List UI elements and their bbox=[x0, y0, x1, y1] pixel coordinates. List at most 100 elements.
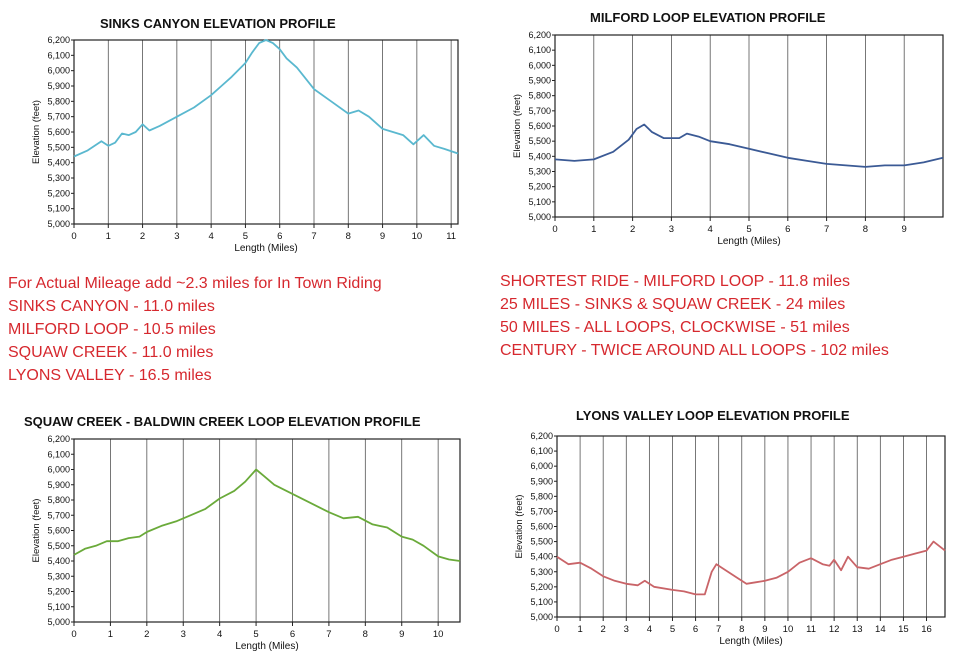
milford-y-tick-label: 5,900 bbox=[528, 76, 551, 86]
lyons-x-tick-label: 13 bbox=[852, 624, 863, 635]
sinks-x-tick-label: 10 bbox=[412, 231, 423, 242]
sinks-x-tick-label: 2 bbox=[140, 231, 145, 242]
milford-y-tick-label: 5,500 bbox=[528, 136, 551, 146]
lyons-y-axis-label: Elevation (feet) bbox=[514, 495, 525, 559]
milford-x-tick-label: 7 bbox=[824, 224, 829, 235]
sinks-x-tick-label: 11 bbox=[446, 231, 456, 242]
squaw-y-tick-label: 5,500 bbox=[47, 541, 70, 551]
squaw-plot-frame bbox=[73, 438, 461, 623]
squaw-y-tick-label: 6,200 bbox=[47, 434, 70, 444]
squaw-y-axis-label: Elevation (feet) bbox=[31, 499, 42, 563]
lyons-y-tick-label: 5,600 bbox=[530, 522, 553, 532]
sinks-y-tick-label: 5,600 bbox=[47, 127, 70, 137]
lyons-x-tick-label: 3 bbox=[624, 624, 629, 635]
note-25-miles: 25 MILES - SINKS & SQUAW CREEK - 24 mile… bbox=[500, 296, 846, 313]
sinks-x-tick-label: 3 bbox=[174, 231, 179, 242]
squaw-y-tick-label: 5,300 bbox=[47, 571, 70, 581]
lyons-x-tick-label: 2 bbox=[601, 624, 606, 635]
note-sinks-canyon: SINKS CANYON - 11.0 miles bbox=[8, 298, 215, 315]
lyons-chart-title: LYONS VALLEY LOOP ELEVATION PROFILE bbox=[576, 408, 850, 423]
lyons-y-tick-label: 5,000 bbox=[530, 612, 553, 622]
sinks-y-tick-label: 5,100 bbox=[47, 204, 70, 214]
lyons-x-tick-label: 14 bbox=[875, 624, 886, 635]
lyons-y-tick-label: 5,100 bbox=[530, 597, 553, 607]
milford-x-tick-label: 5 bbox=[746, 224, 751, 235]
milford-y-tick-label: 5,400 bbox=[528, 151, 551, 161]
squaw-y-tick-label: 5,600 bbox=[47, 526, 70, 536]
sinks-y-tick-label: 6,100 bbox=[47, 50, 70, 60]
milford-x-tick-label: 1 bbox=[591, 224, 596, 235]
note-in-town: For Actual Mileage add ~2.3 miles for In… bbox=[8, 275, 382, 292]
lyons-y-tick-label: 6,100 bbox=[530, 446, 553, 456]
lyons-y-tick-label: 5,300 bbox=[530, 567, 553, 577]
milford-chart-title: MILFORD LOOP ELEVATION PROFILE bbox=[590, 10, 826, 25]
squaw-x-tick-label: 3 bbox=[181, 629, 186, 640]
squaw-elevation-line bbox=[73, 468, 461, 562]
note-squaw-creek: SQUAW CREEK - 11.0 miles bbox=[8, 344, 214, 361]
squaw-x-tick-label: 5 bbox=[253, 629, 258, 640]
lyons-x-tick-label: 9 bbox=[762, 624, 767, 635]
note-milford-loop: MILFORD LOOP - 10.5 miles bbox=[8, 321, 216, 338]
sinks-y-tick-label: 5,200 bbox=[47, 188, 70, 198]
lyons-x-tick-label: 12 bbox=[829, 624, 840, 635]
sinks-y-tick-label: 6,200 bbox=[47, 35, 70, 45]
sinks-y-tick-label: 5,000 bbox=[47, 219, 70, 229]
note-50-miles: 50 MILES - ALL LOOPS, CLOCKWISE - 51 mil… bbox=[500, 319, 850, 336]
milford-y-tick-label: 6,000 bbox=[528, 60, 551, 70]
lyons-y-tick-label: 5,200 bbox=[530, 582, 553, 592]
squaw-x-axis-label: Length (Miles) bbox=[235, 641, 298, 652]
lyons-x-tick-label: 1 bbox=[577, 624, 582, 635]
mileage-notes-left: For Actual Mileage add ~2.3 miles for In… bbox=[8, 272, 382, 387]
lyons-x-tick-label: 11 bbox=[806, 624, 816, 635]
sinks-x-tick-label: 1 bbox=[106, 231, 111, 242]
lyons-y-tick-label: 6,200 bbox=[530, 431, 553, 441]
lyons-y-tick-label: 5,500 bbox=[530, 537, 553, 547]
squaw-x-tick-label: 0 bbox=[71, 629, 76, 640]
sinks-y-tick-label: 5,400 bbox=[47, 158, 70, 168]
milford-elevation-chart: 0 1 2 3 4 5 6 7 8 9 5,000 5,100 5,200 5,300 5,400 5,500… bbox=[512, 30, 944, 247]
milford-y-tick-label: 6,100 bbox=[528, 45, 551, 55]
note-shortest-ride: SHORTEST RIDE - MILFORD LOOP - 11.8 mile… bbox=[500, 273, 850, 290]
lyons-plot-frame bbox=[556, 435, 946, 618]
lyons-x-tick-label: 7 bbox=[716, 624, 721, 635]
milford-y-tick-label: 5,300 bbox=[528, 167, 551, 177]
squaw-x-tick-label: 1 bbox=[108, 629, 113, 640]
squaw-x-tick-label: 7 bbox=[326, 629, 331, 640]
sinks-x-tick-label: 8 bbox=[346, 231, 351, 242]
sinks-y-tick-label: 6,000 bbox=[47, 66, 70, 76]
squaw-x-tick-label: 2 bbox=[144, 629, 149, 640]
squaw-y-tick-label: 5,100 bbox=[47, 602, 70, 612]
squaw-x-tick-label: 6 bbox=[290, 629, 295, 640]
squaw-y-tick-label: 5,400 bbox=[47, 556, 70, 566]
sinks-y-tick-label: 5,300 bbox=[47, 173, 70, 183]
squaw-elevation-chart: 0 1 2 3 4 5 6 7 8 9 10 5,000 5,100 5,200 5,300 5,400 5,5… bbox=[31, 434, 461, 652]
note-century: CENTURY - TWICE AROUND ALL LOOPS - 102 m… bbox=[500, 342, 889, 359]
lyons-x-axis-label: Length (Miles) bbox=[719, 636, 782, 647]
sinks-x-tick-label: 7 bbox=[311, 231, 316, 242]
lyons-y-tick-label: 5,800 bbox=[530, 491, 553, 501]
squaw-y-tick-label: 5,000 bbox=[47, 617, 70, 627]
sinks-elevation-chart: 0 1 2 3 4 5 6 7 8 9 10 11 5,000 5,100 5,200 5,300 5,400 5… bbox=[31, 35, 459, 254]
lyons-x-tick-label: 4 bbox=[647, 624, 652, 635]
note-lyons-valley: LYONS VALLEY - 16.5 miles bbox=[8, 367, 212, 384]
milford-x-tick-label: 8 bbox=[863, 224, 868, 235]
milford-y-tick-label: 5,600 bbox=[528, 121, 551, 131]
squaw-x-tick-label: 8 bbox=[363, 629, 368, 640]
sinks-x-axis-label: Length (Miles) bbox=[234, 243, 297, 254]
milford-y-tick-label: 5,000 bbox=[528, 212, 551, 222]
sinks-y-axis-label: Elevation (feet) bbox=[31, 100, 42, 164]
sinks-x-tick-label: 5 bbox=[243, 231, 248, 242]
lyons-x-tick-label: 10 bbox=[783, 624, 794, 635]
ride-options-notes-right: SHORTEST RIDE - MILFORD LOOP - 11.8 mile… bbox=[500, 270, 889, 362]
milford-x-axis-label: Length (Miles) bbox=[717, 236, 780, 247]
milford-x-tick-label: 4 bbox=[708, 224, 713, 235]
milford-x-tick-label: 0 bbox=[552, 224, 557, 235]
milford-elevation-line bbox=[554, 123, 944, 168]
milford-y-tick-label: 6,200 bbox=[528, 30, 551, 40]
squaw-x-tick-label: 10 bbox=[433, 629, 444, 640]
lyons-x-tick-label: 6 bbox=[693, 624, 698, 635]
squaw-y-tick-label: 6,000 bbox=[47, 465, 70, 475]
sinks-elevation-line bbox=[73, 39, 459, 158]
sinks-y-tick-label: 5,800 bbox=[47, 96, 70, 106]
